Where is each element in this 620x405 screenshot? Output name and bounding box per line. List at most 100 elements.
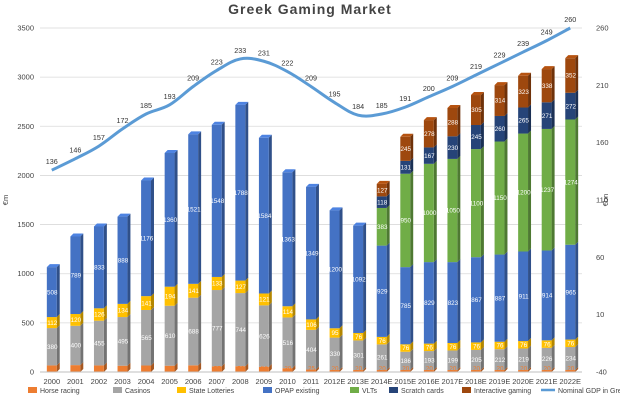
bar-segment: [141, 296, 151, 310]
bar-segment: [423, 147, 434, 164]
bar-segment: [541, 370, 552, 372]
y2-tick-label: -40: [596, 368, 607, 377]
bar-segment: [93, 320, 104, 366]
bar-side: [292, 314, 296, 369]
bar-top: [117, 213, 131, 217]
bar-segment: [376, 196, 387, 208]
y2-tick-label: 110: [596, 196, 608, 205]
bar-side: [221, 287, 225, 367]
bar-segment: [353, 370, 364, 372]
bar-segment: [541, 340, 552, 348]
bar-stack: 20 301 76 1092: [352, 222, 366, 373]
bar-side: [245, 290, 249, 367]
bar-segment: [188, 365, 199, 372]
bar-side: [221, 273, 225, 291]
data-label: 76: [355, 334, 363, 341]
bar-segment: [93, 308, 104, 321]
bar-segment: [494, 254, 505, 342]
bar-segment: [400, 351, 411, 371]
bar-segment: [471, 257, 481, 343]
bar-segment: [565, 370, 576, 372]
data-label: 212: [495, 357, 506, 364]
bar-segment: [447, 262, 458, 344]
bar-side: [268, 302, 272, 367]
bar-segment: [282, 317, 293, 369]
x-tick-label: 2000: [43, 377, 60, 386]
data-label: 495: [118, 339, 129, 346]
bar-side: [386, 204, 390, 246]
gdp-data-label: 219: [470, 62, 482, 71]
bar-side: [315, 183, 319, 320]
bar-segment: [306, 369, 316, 372]
bar-segment: [565, 244, 576, 340]
data-label: 1360: [163, 217, 178, 224]
x-tick-label: 2009: [256, 377, 273, 386]
bar-side: [80, 322, 84, 366]
x-tick-label: 2001: [67, 377, 84, 386]
bar-stack: 39 516 114 1363: [281, 169, 296, 373]
x-tick-label: 2016E: [418, 377, 440, 386]
gdp-data-label: 193: [164, 92, 176, 101]
data-label: 39: [284, 366, 292, 373]
bar-stack: 25 404 106 1349: [304, 183, 319, 373]
bar-stack: 64 610 194 1360: [163, 150, 178, 373]
bar-side: [480, 254, 484, 343]
legend-item: Horse racing: [28, 387, 80, 395]
bar-segment: [400, 173, 411, 268]
bar-segment: [329, 337, 340, 371]
y-tick-label: 3500: [17, 24, 34, 33]
bar-stack: 68 688 141 1521: [187, 131, 202, 373]
data-label: 610: [165, 333, 176, 340]
bar-segment: [93, 226, 104, 309]
bar-side: [56, 325, 60, 366]
legend-label: Scratch cards: [401, 388, 444, 395]
bar-stack: 20 226 76 914 1237 271 338: [540, 66, 555, 373]
legend-label: Interactive gaming: [474, 388, 531, 395]
data-label: 829: [424, 300, 435, 307]
bar-side: [198, 280, 202, 298]
bar-segment: [306, 329, 316, 370]
data-label: 400: [71, 343, 82, 350]
bar-side: [127, 213, 131, 304]
legend-label: Casinos: [125, 388, 151, 395]
data-label: 226: [542, 356, 553, 363]
legend-item: Scratch cards: [389, 387, 444, 395]
bar-segment: [329, 210, 340, 329]
bar-segment: [188, 283, 199, 298]
y2-tick-label: 160: [596, 138, 609, 147]
bar-side: [410, 348, 414, 371]
bar-segment: [258, 305, 269, 367]
bar-side: [504, 346, 508, 371]
bar-segment: [211, 276, 222, 291]
data-label: 141: [141, 300, 152, 307]
bar-side: [504, 82, 508, 116]
bar-segment: [518, 370, 529, 372]
bar-segment: [471, 370, 481, 372]
bar-top: [423, 117, 437, 121]
bar-top: [164, 150, 178, 154]
gdp-data-label: 136: [46, 157, 58, 166]
bar-side: [150, 306, 154, 366]
data-label: 744: [236, 327, 247, 334]
gdp-data-label: 200: [423, 84, 435, 93]
bar-stack: 20 205 76 867 1100 245 305: [470, 92, 484, 373]
gdp-data-label: 222: [281, 59, 293, 68]
bar-segment: [447, 350, 458, 371]
data-label: 76: [544, 341, 552, 348]
data-label: 823: [448, 300, 459, 307]
bar-stacks: 67 380 112 508 70 400 120 789 67 455 126 833 64 495 13…: [46, 55, 578, 373]
bar-segment: [541, 69, 552, 103]
bar-segment: [541, 347, 552, 371]
data-label: 516: [283, 340, 294, 347]
bar-segment: [376, 183, 387, 197]
bar-top: [188, 131, 202, 135]
bar-side: [457, 133, 461, 159]
gdp-data-label: 191: [399, 94, 411, 103]
data-label: 1584: [257, 213, 272, 220]
bar-top: [376, 180, 390, 184]
bar-segment: [141, 309, 151, 366]
bar-top: [258, 134, 272, 138]
data-label: 911: [519, 293, 530, 300]
bar-segment: [164, 153, 175, 287]
